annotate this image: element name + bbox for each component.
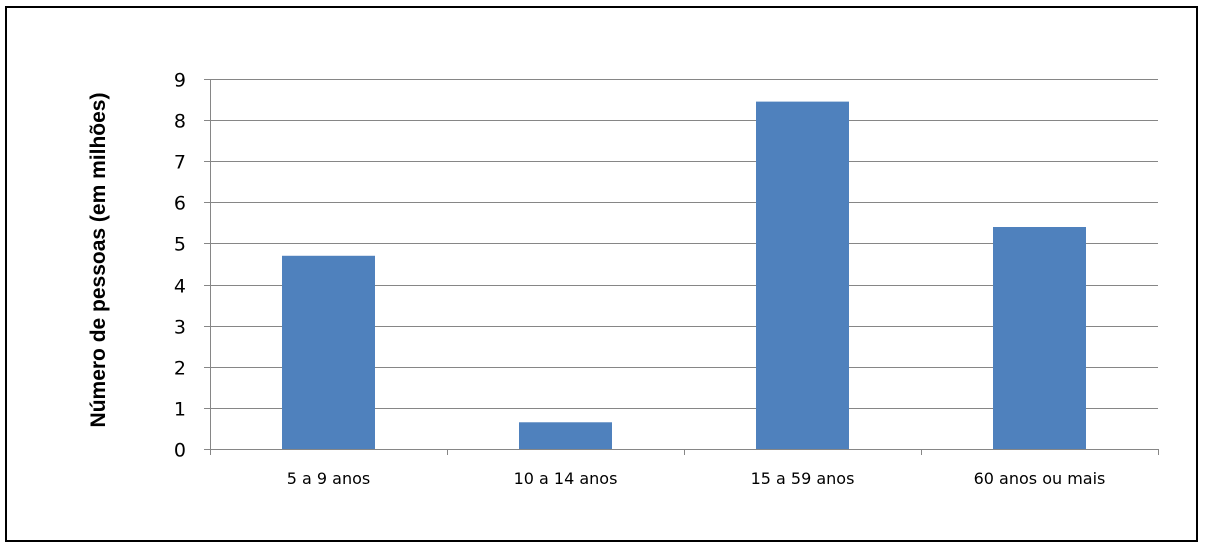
y-tick-label: 3 <box>174 317 186 339</box>
bar <box>993 227 1086 449</box>
x-tick-label: 15 a 59 anos <box>751 469 855 488</box>
y-tick-labels: 0 1 2 3 4 5 6 7 8 9 <box>174 70 186 462</box>
axes <box>204 79 1159 455</box>
y-tick-label: 6 <box>174 193 186 215</box>
y-tick-label: 4 <box>174 276 186 298</box>
x-tick-label: 5 a 9 anos <box>287 469 371 488</box>
bars <box>282 101 1086 449</box>
y-tick-label: 0 <box>174 440 186 462</box>
y-tick-label: 8 <box>174 111 186 133</box>
bar <box>282 255 375 449</box>
x-tick-label: 10 a 14 anos <box>514 469 618 488</box>
y-tick-label: 7 <box>174 152 186 174</box>
y-tick-label: 9 <box>174 70 186 92</box>
bar <box>756 101 849 449</box>
bar <box>519 422 612 449</box>
y-axis-label: Número de pessoas (em milhões) <box>87 93 110 428</box>
y-tick-label: 5 <box>174 234 186 256</box>
y-tick-label: 1 <box>174 399 186 421</box>
x-tick-labels: 5 a 9 anos 10 a 14 anos 15 a 59 anos 60 ano… <box>287 469 1106 488</box>
x-tick-label: 60 anos ou mais <box>974 469 1106 488</box>
y-tick-label: 2 <box>174 358 186 380</box>
